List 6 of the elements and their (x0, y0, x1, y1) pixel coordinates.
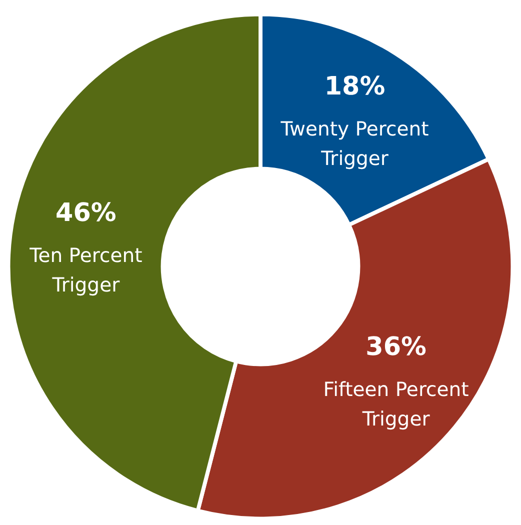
slice-label: Ten Percent Trigger (28, 244, 143, 296)
data-label: 18% (324, 70, 386, 100)
data-label: 46% (56, 196, 116, 227)
slice-label: Twenty Percent Trigger (280, 118, 430, 170)
data-label: 36% (366, 331, 426, 362)
slice-label: Fifteen Percent Trigger (323, 378, 470, 431)
